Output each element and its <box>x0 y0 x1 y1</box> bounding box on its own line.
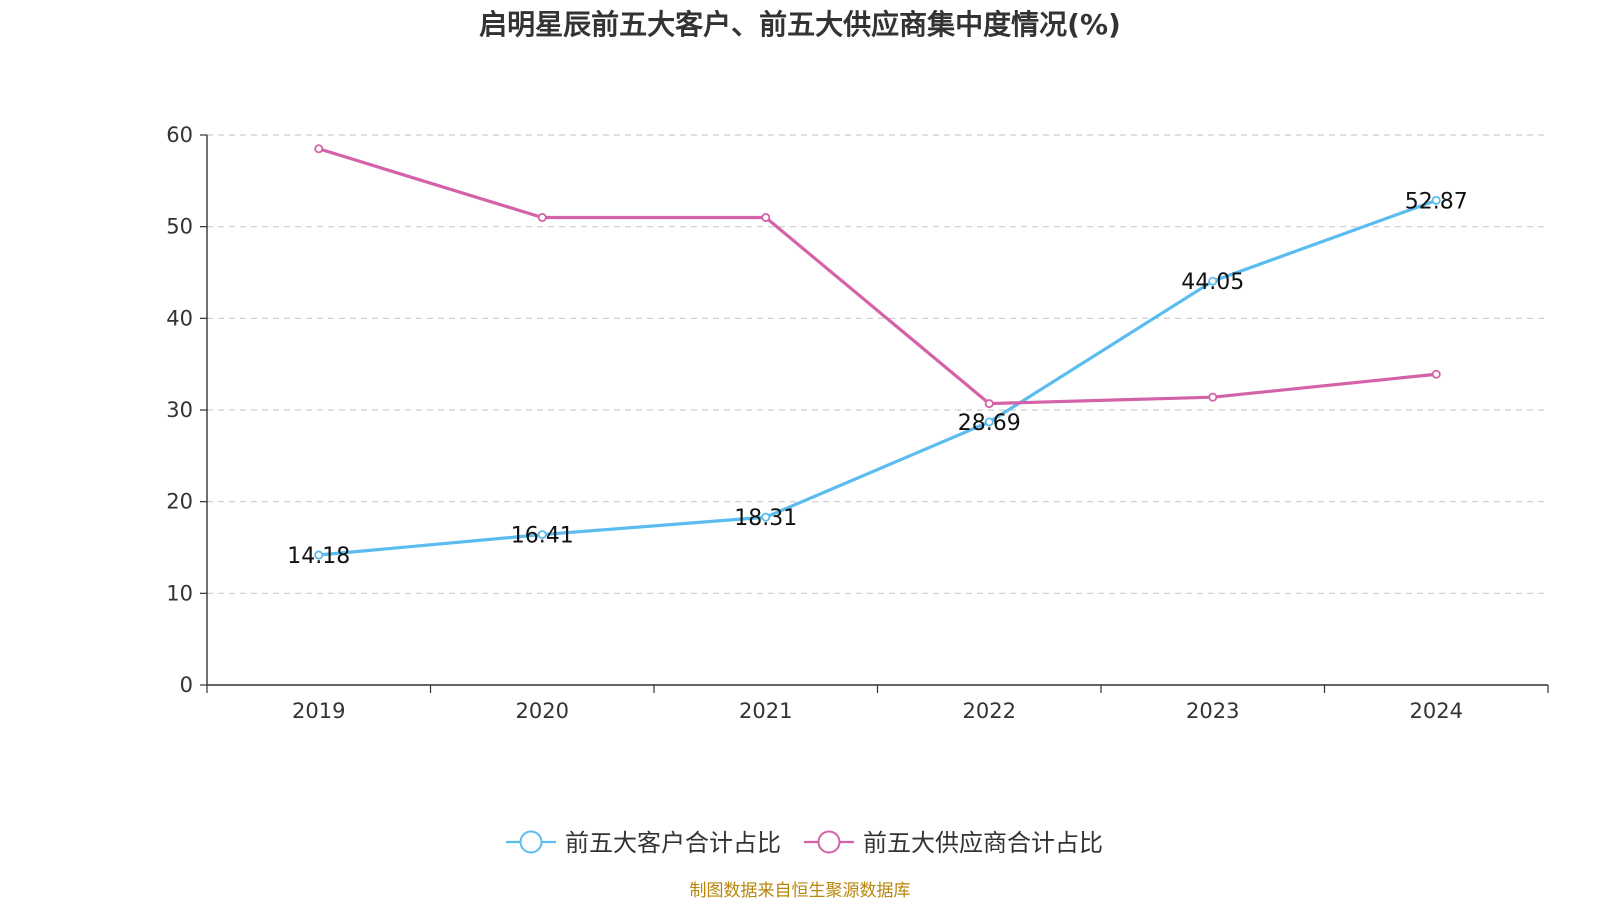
y-tick-label: 20 <box>166 490 193 514</box>
legend-marker-icon <box>519 830 543 854</box>
data-point[interactable] <box>1431 195 1441 205</box>
data-point[interactable] <box>314 550 324 560</box>
data-label: 18.31 <box>734 506 797 531</box>
legend-label: 前五大供应商合计占比 <box>863 829 1103 857</box>
data-label: 16.41 <box>511 524 574 549</box>
data-label: 28.69 <box>958 411 1021 436</box>
y-tick-label: 10 <box>166 581 193 605</box>
x-tick-label: 2024 <box>1410 699 1463 723</box>
axis-layer: 0 10 20 30 40 50 60 2019 2020 2021 2022 2023 2024 <box>166 123 1549 723</box>
x-tick-label: 2022 <box>963 699 1016 723</box>
y-tick-label: 60 <box>166 123 193 147</box>
data-point[interactable] <box>761 512 771 522</box>
source-note: 制图数据来自恒生聚源数据库 <box>690 881 911 900</box>
x-tick-label: 2021 <box>739 699 792 723</box>
data-point[interactable] <box>314 144 324 154</box>
x-tick-label: 2023 <box>1186 699 1239 723</box>
x-tick-label: 2019 <box>292 699 345 723</box>
legend-item-1[interactable]: 前五大供应商合计占比 <box>804 829 1103 857</box>
data-label: 52.87 <box>1405 189 1468 214</box>
y-tick-label: 0 <box>180 673 193 697</box>
y-tick-label: 40 <box>166 306 193 330</box>
legend[interactable]: 前五大客户合计占比 前五大供应商合计占比 <box>506 829 1103 857</box>
data-point[interactable] <box>984 417 994 427</box>
data-label-layer: 14.18 16.41 18.31 28.69 44.05 52.87 <box>287 189 1467 569</box>
data-point[interactable] <box>537 212 547 222</box>
data-point[interactable] <box>537 530 547 540</box>
legend-label: 前五大客户合计占比 <box>565 829 781 857</box>
series-line-0 <box>318 198 1437 557</box>
data-point[interactable] <box>1208 392 1218 402</box>
y-tick-label: 50 <box>166 215 193 239</box>
series-line-1 <box>318 147 1437 406</box>
grid-layer <box>207 134 1548 594</box>
data-label: 14.18 <box>287 544 350 569</box>
legend-item-0[interactable]: 前五大客户合计占比 <box>506 829 781 857</box>
legend-marker-icon <box>817 830 841 854</box>
data-point[interactable] <box>1431 369 1441 379</box>
data-label: 44.05 <box>1181 270 1244 295</box>
data-point[interactable] <box>1208 276 1218 286</box>
chart-title: 启明星辰前五大客户、前五大供应商集中度情况(%) <box>479 8 1121 41</box>
series-layer <box>314 144 1441 560</box>
data-point[interactable] <box>984 399 994 409</box>
y-tick-label: 30 <box>166 398 193 422</box>
data-point[interactable] <box>761 212 771 222</box>
x-tick-label: 2020 <box>516 699 569 723</box>
